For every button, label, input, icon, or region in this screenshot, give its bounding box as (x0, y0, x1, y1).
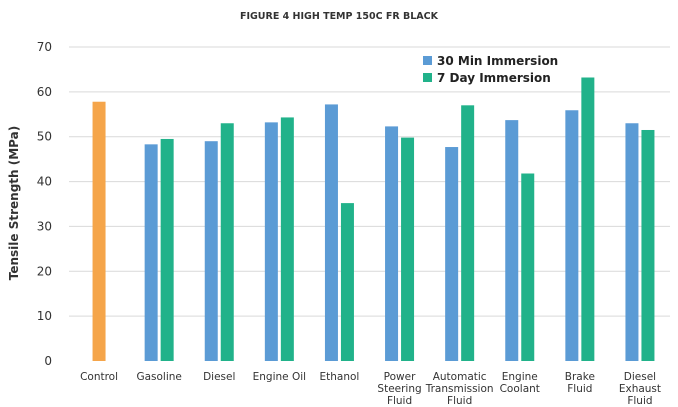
bar-30-min (325, 104, 338, 361)
chart-title: FIGURE 4 HIGH TEMP 150C FR BLACK (240, 11, 439, 22)
legend-label-30-min: 30 Min Immersion (437, 54, 558, 68)
y-tick-label: 20 (37, 264, 52, 278)
legend: 30 Min Immersion 7 Day Immersion (423, 54, 558, 85)
x-category-label: Power Steering Fluid (377, 371, 421, 407)
bar-7-day (641, 130, 654, 361)
legend-swatch-7-day (423, 73, 432, 82)
bar-30-min (505, 120, 518, 361)
bar-control (93, 102, 106, 361)
x-category-label: Diesel (203, 371, 235, 383)
bar-7-day (341, 203, 354, 361)
bar-30-min (205, 141, 218, 361)
gridlines (69, 47, 670, 316)
legend-swatch-30-min (423, 56, 432, 65)
x-axis-categories: Control Gasoline Diesel Engine Oil Ethanol Po… (80, 371, 661, 407)
bar-30-min (265, 122, 278, 361)
x-category-label: Automatic Transmission Fluid (425, 371, 494, 407)
x-category-label: Brake Fluid (565, 371, 595, 395)
y-tick-label: 30 (37, 219, 52, 233)
y-tick-label: 10 (37, 309, 52, 323)
bar-7-day (581, 78, 594, 361)
y-tick-label: 50 (37, 130, 52, 144)
x-category-label: Gasoline (136, 371, 181, 383)
x-category-label: Control (80, 371, 118, 383)
y-tick-label: 0 (44, 354, 52, 368)
y-tick-label: 40 (37, 175, 52, 189)
y-tick-label: 70 (37, 40, 52, 54)
bar-30-min (565, 110, 578, 361)
bar-30-min (385, 126, 398, 361)
x-category-label: Ethanol (320, 371, 360, 383)
y-tick-label: 60 (37, 85, 52, 99)
bar-30-min (625, 123, 638, 361)
bar-7-day (281, 117, 294, 361)
bar-7-day (461, 105, 474, 361)
bar-7-day (401, 138, 414, 361)
bar-30-min (445, 147, 458, 361)
y-axis-label: Tensile Strength (MPa) (7, 126, 21, 280)
y-axis-ticks: 0 10 20 30 40 50 60 70 (37, 40, 52, 368)
legend-label-7-day: 7 Day Immersion (437, 71, 551, 85)
bar-30-min (145, 144, 158, 361)
bar-7-day (221, 123, 234, 361)
bars (93, 78, 655, 361)
bar-7-day (161, 139, 174, 361)
x-category-label: Engine Oil (253, 371, 306, 383)
bar-7-day (521, 173, 534, 361)
x-category-label: Diesel Exhaust Fluid (619, 371, 661, 407)
x-category-label: Engine Coolant (500, 371, 540, 395)
